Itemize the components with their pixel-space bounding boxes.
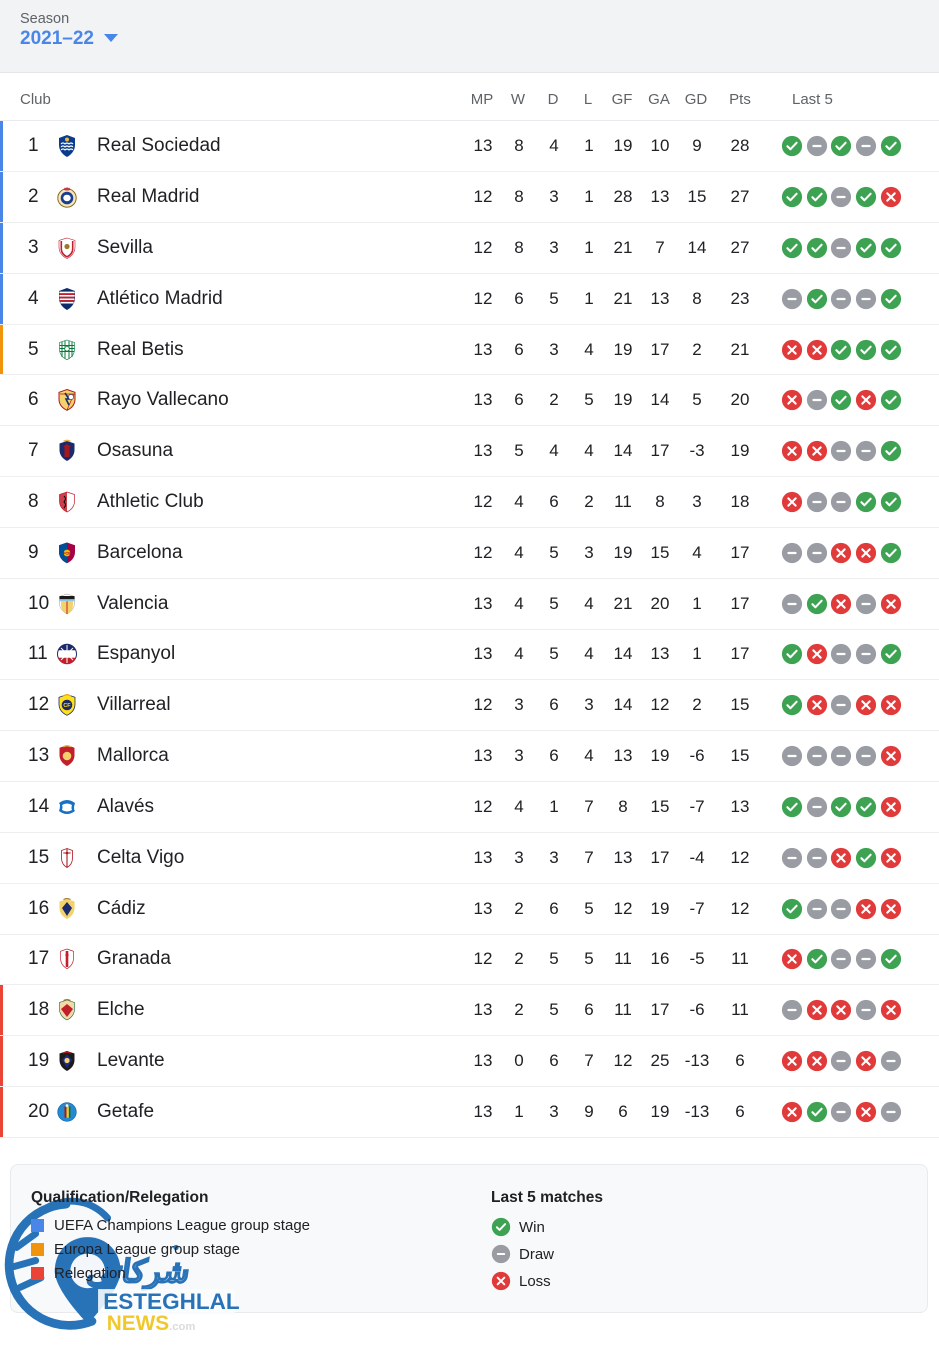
svg-text:FCB: FCB: [63, 550, 71, 555]
svg-text:ESTEGHLAL: ESTEGHLAL: [103, 1289, 240, 1314]
svg-text:NEWS.com: NEWS.com: [107, 1312, 196, 1330]
svg-text:CF: CF: [63, 703, 71, 709]
